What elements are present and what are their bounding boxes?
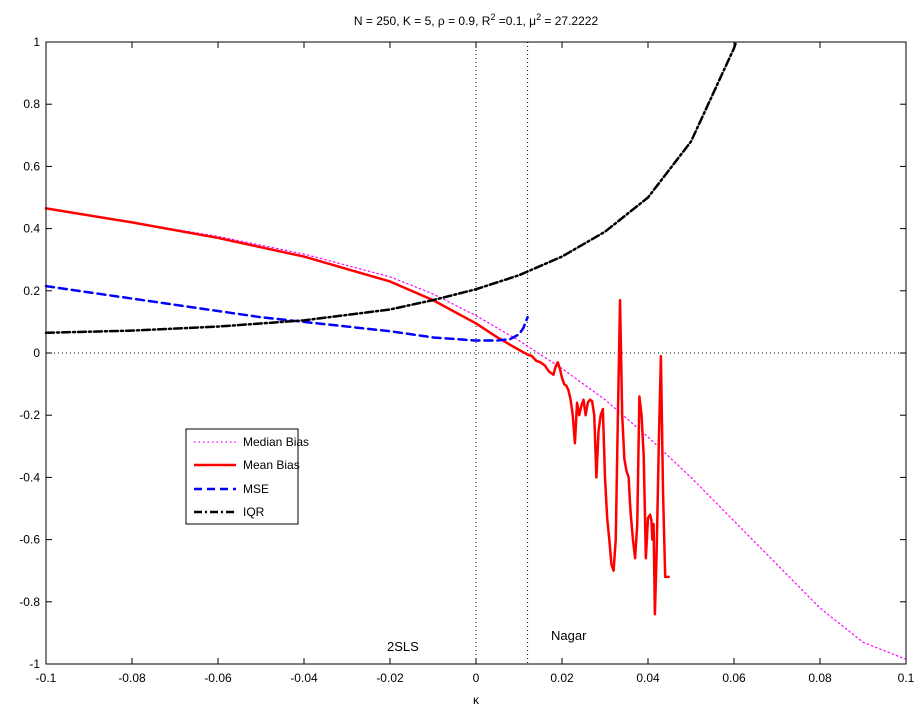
legend-label-mean-bias: Mean Bias — [243, 458, 300, 472]
x-axis-ticks: -0.1 -0.08 -0.06 -0.04 -0.02 0 0.02 0.04 0.06 0.0… — [36, 42, 915, 685]
y-tick-label: -0.8 — [19, 595, 40, 609]
y-tick-label: 0 — [33, 346, 40, 360]
y-tick-label: -0.6 — [19, 533, 40, 547]
annotation-nagar: Nagar — [551, 628, 587, 643]
x-tick-label: 0.04 — [636, 671, 660, 685]
y-tick-label: -0.2 — [19, 408, 40, 422]
series-line-median-bias — [45, 207, 907, 660]
x-tick-label: 0.08 — [808, 671, 832, 685]
x-tick-label: -0.1 — [36, 671, 57, 685]
y-tick-label: -0.4 — [19, 470, 40, 484]
x-tick-label: 0.02 — [550, 671, 574, 685]
x-tick-label: -0.02 — [376, 671, 404, 685]
reference-lines — [46, 42, 906, 664]
y-tick-label: 0.8 — [23, 97, 40, 111]
y-axis-ticks: -1 -0.8 -0.6 -0.4 -0.2 0 0.2 0.4 0.6 0.8 1 — [19, 35, 906, 671]
y-tick-label: -1 — [29, 657, 40, 671]
x-tick-label: 0.06 — [722, 671, 746, 685]
series-line-mse — [44, 284, 529, 342]
series-line-iqr — [44, 40, 738, 335]
x-tick-label: 0.1 — [898, 671, 915, 685]
series-layer — [44, 40, 907, 660]
series-line-mean-bias — [44, 207, 670, 616]
y-tick-label: 0.4 — [23, 222, 40, 236]
x-tick-label: -0.06 — [204, 671, 232, 685]
annotation-2sls: 2SLS — [387, 639, 419, 654]
chart-title: N = 250, K = 5, ρ = 0.9, R2 =0.1, μ2 = 2… — [354, 12, 599, 28]
x-tick-label: -0.04 — [290, 671, 318, 685]
x-tick-label: -0.08 — [118, 671, 146, 685]
legend-label-median-bias: Median Bias — [243, 435, 309, 449]
legend: Median Bias Mean Bias MSE IQR — [185, 428, 309, 525]
y-tick-label: 0.2 — [23, 284, 40, 298]
x-axis-label: κ — [473, 693, 480, 706]
legend-box — [185, 428, 299, 525]
y-tick-label: 0.6 — [23, 159, 40, 173]
y-tick-label: 1 — [33, 35, 40, 49]
legend-label-iqr: IQR — [243, 505, 265, 519]
x-tick-label: 0 — [473, 671, 480, 685]
legend-label-mse: MSE — [243, 482, 269, 496]
